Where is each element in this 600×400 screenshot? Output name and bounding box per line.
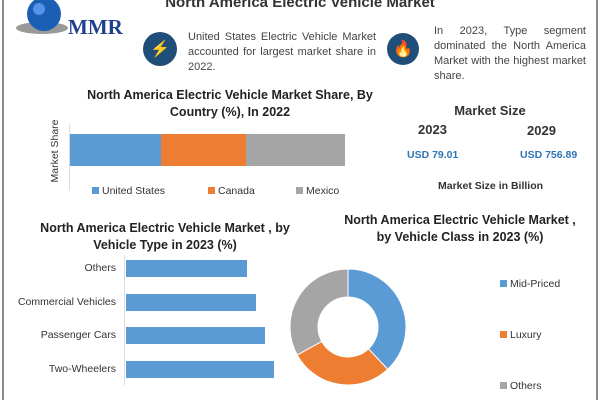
lightning-icon: ⚡ [143,32,177,66]
year-2023: 2023 [418,122,447,137]
value-2023: USD 79.01 [407,149,459,161]
donut-slice-mid-priced [347,268,407,370]
value-2029: USD 756.89 [520,149,578,161]
legend-mexico: Mexico [296,185,339,197]
bar-segment-mexico [246,134,345,166]
donut-chart [289,268,407,386]
category-label: Two-Wheelers [48,362,116,375]
bar-two-wheelers [126,360,274,378]
flame-icon: 🔥 [387,33,419,65]
logo-text: MMR [68,15,123,39]
y-axis-line [69,124,70,190]
note-type-segment: In 2023, Type segment dominated the Nort… [434,25,586,82]
category-label: Passenger Cars [40,329,116,341]
donut-slice-luxury [296,340,389,386]
bar-others [126,260,248,277]
y-axis-label: Market Share [49,119,61,183]
bar-segment-canada [160,134,246,166]
note-us-share: United States Electric Vehicle Market ac… [188,31,376,73]
bar-passenger-cars [126,327,266,344]
legend-united-states: United States [92,185,165,197]
vehicle-type-chart-title: North America Electric Vehicle Market , … [40,221,290,252]
bar-commercial-vehicles [126,293,257,311]
mmr-logo: MMR [12,0,132,46]
market-size-title: Market Size [454,103,526,118]
country-chart-title: North America Electric Vehicle Market Sh… [87,88,373,119]
page-title: North America Electric Vehicle Market [165,0,435,11]
legend-canada: Canada [208,185,255,197]
year-2029: 2029 [527,123,556,138]
category-axis [124,255,125,385]
vehicle-class-chart-title: North America Electric Vehicle Market , … [344,213,576,244]
bar-segment-united-states [70,134,161,166]
market-size-unit: Market Size in Billion [438,180,544,192]
stacked-bar [70,134,345,166]
globe-icon [16,0,68,34]
legend-mid-priced: Mid-Priced [500,278,560,290]
category-label: Others [84,262,116,274]
category-label: Commercial Vehicles [17,295,116,308]
legend-luxury: Luxury [500,329,542,341]
donut-slice-others [289,268,349,356]
legend-others: Others [500,380,542,392]
